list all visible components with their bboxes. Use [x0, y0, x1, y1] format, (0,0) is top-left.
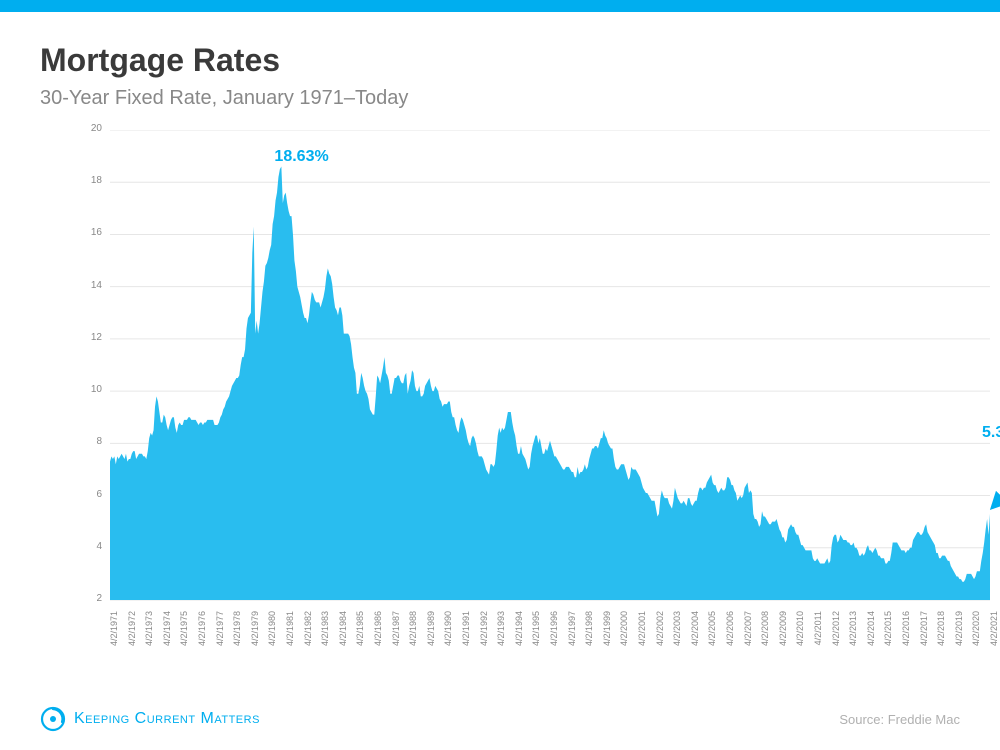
x-tick: 4/2/2015 — [883, 611, 893, 646]
x-tick: 4/2/1983 — [320, 611, 330, 646]
x-tick: 4/2/2016 — [901, 611, 911, 646]
area-chart — [40, 130, 1000, 670]
x-tick: 4/2/2019 — [954, 611, 964, 646]
x-tick: 4/2/1977 — [215, 611, 225, 646]
chart-annotation: 18.63% — [274, 148, 328, 166]
x-tick: 4/2/1976 — [197, 611, 207, 646]
x-tick: 4/2/1971 — [109, 611, 119, 646]
brand-text: Keeping Current Matters — [74, 710, 260, 728]
y-tick: 10 — [72, 384, 102, 395]
x-tick: 4/2/2011 — [813, 611, 823, 645]
x-tick: 4/2/1980 — [267, 611, 277, 646]
x-tick: 4/2/2013 — [848, 611, 858, 646]
x-tick: 4/2/1989 — [426, 611, 436, 646]
x-tick: 4/2/1999 — [602, 611, 612, 646]
x-tick: 4/2/2010 — [795, 611, 805, 646]
x-tick: 4/2/2004 — [690, 611, 700, 646]
x-tick: 4/2/2002 — [655, 611, 665, 646]
content-area: Mortgage Rates 30-Year Fixed Rate, Janua… — [0, 12, 1000, 690]
y-tick: 12 — [72, 332, 102, 343]
x-tick: 4/2/1984 — [338, 611, 348, 646]
x-tick: 4/2/1996 — [549, 611, 559, 646]
y-tick: 18 — [72, 175, 102, 186]
chart-annotation: 5.30% — [982, 424, 1000, 442]
footer: Keeping Current Matters Source: Freddie … — [0, 706, 1000, 732]
x-tick: 4/2/2012 — [831, 611, 841, 646]
x-tick: 4/2/1978 — [232, 611, 242, 646]
x-tick: 4/2/2001 — [637, 611, 647, 646]
x-tick: 4/2/1998 — [584, 611, 594, 646]
x-tick: 4/2/2021 — [989, 611, 999, 646]
chart-subtitle: 30-Year Fixed Rate, January 1971–Today — [40, 87, 960, 110]
x-tick: 4/2/1973 — [144, 611, 154, 646]
y-tick: 2 — [72, 593, 102, 604]
x-tick: 4/2/2007 — [743, 611, 753, 646]
x-tick: 4/2/2009 — [778, 611, 788, 646]
x-tick: 4/2/1991 — [461, 611, 471, 646]
x-tick: 4/2/1997 — [567, 611, 577, 646]
x-tick: 4/2/2018 — [936, 611, 946, 646]
x-tick: 4/2/2000 — [619, 611, 629, 646]
brand: Keeping Current Matters — [40, 706, 260, 732]
x-tick: 4/2/1993 — [496, 611, 506, 646]
x-tick: 4/2/2003 — [672, 611, 682, 646]
x-tick: 4/2/1972 — [127, 611, 137, 646]
x-tick: 4/2/1986 — [373, 611, 383, 646]
chart-title: Mortgage Rates — [40, 42, 960, 79]
x-tick: 4/2/1995 — [531, 611, 541, 646]
y-tick: 4 — [72, 541, 102, 552]
chart-container: 24681012141618204/2/19714/2/19724/2/1973… — [40, 130, 1000, 670]
x-tick: 4/2/1974 — [162, 611, 172, 646]
top-accent-bar — [0, 0, 1000, 12]
x-tick: 4/2/1982 — [303, 611, 313, 646]
y-tick: 14 — [72, 280, 102, 291]
y-tick: 6 — [72, 489, 102, 500]
x-tick: 4/2/1981 — [285, 611, 295, 646]
y-tick: 8 — [72, 436, 102, 447]
x-tick: 4/2/2020 — [971, 611, 981, 646]
x-tick: 4/2/2008 — [760, 611, 770, 646]
x-tick: 4/2/2017 — [919, 611, 929, 646]
x-tick: 4/2/1994 — [514, 611, 524, 646]
x-tick: 4/2/1985 — [355, 611, 365, 646]
source-text: Source: Freddie Mac — [839, 712, 960, 727]
x-tick: 4/2/1992 — [479, 611, 489, 646]
x-tick: 4/2/2006 — [725, 611, 735, 646]
x-tick: 4/2/1975 — [179, 611, 189, 646]
x-tick: 4/2/1990 — [443, 611, 453, 646]
brand-logo-icon — [40, 706, 66, 732]
y-tick: 16 — [72, 227, 102, 238]
x-tick: 4/2/2005 — [707, 611, 717, 646]
x-tick: 4/2/2014 — [866, 611, 876, 646]
x-tick: 4/2/1988 — [408, 611, 418, 646]
x-tick: 4/2/1987 — [391, 611, 401, 646]
x-tick: 4/2/1979 — [250, 611, 260, 646]
y-tick: 20 — [72, 123, 102, 134]
